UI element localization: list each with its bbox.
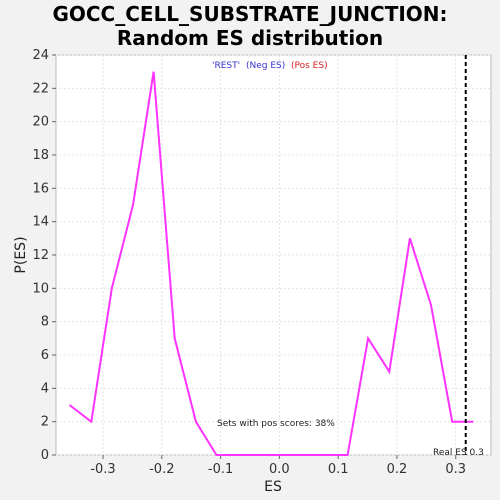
x-tick-label: 0.0 (269, 462, 290, 477)
x-tick-label: 0.3 (445, 462, 466, 477)
x-tick-label: -0.1 (208, 462, 233, 477)
x-tick-label: -0.2 (149, 462, 174, 477)
chart-title: GOCC_CELL_SUBSTRATE_JUNCTION: Random ES … (0, 2, 500, 50)
x-tick-label: -0.3 (90, 462, 115, 477)
y-tick-label: 24 (32, 48, 49, 63)
x-tick-label: 0.2 (387, 462, 408, 477)
grid-layer (56, 54, 491, 456)
y-tick-label: 20 (32, 115, 49, 130)
y-tick-label: 10 (32, 281, 49, 296)
y-tick-label: 2 (41, 415, 49, 430)
chart-title-line2: Random ES distribution (116, 26, 384, 50)
legend-neg-es: (Neg ES) (246, 61, 285, 71)
chart-title-line1: GOCC_CELL_SUBSTRATE_JUNCTION: (52, 2, 448, 26)
x-axis-label: ES (264, 479, 282, 495)
y-tick-label: 8 (41, 315, 49, 330)
y-tick-label: 22 (32, 81, 49, 96)
series-line (68, 71, 474, 456)
y-tick-label: 6 (41, 348, 49, 363)
real-es-label: Real ES 0.3 (433, 448, 484, 458)
y-tick-label: 16 (32, 181, 49, 196)
y-tick-label: 12 (32, 248, 49, 263)
y-tick-label: 0 (41, 448, 49, 463)
y-tick-label: 14 (32, 215, 49, 230)
series-layer (68, 71, 474, 456)
legend-rest: 'REST' (212, 61, 240, 71)
annotation-pos-scores: Sets with pos scores: 38% (217, 419, 335, 429)
legend-pos-es: (Pos ES) (291, 61, 328, 71)
y-tick-label: 18 (32, 148, 49, 163)
y-tick-label: 4 (41, 381, 49, 396)
y-axis-label: P(ES) (13, 236, 29, 273)
x-tick-label: 0.1 (328, 462, 349, 477)
